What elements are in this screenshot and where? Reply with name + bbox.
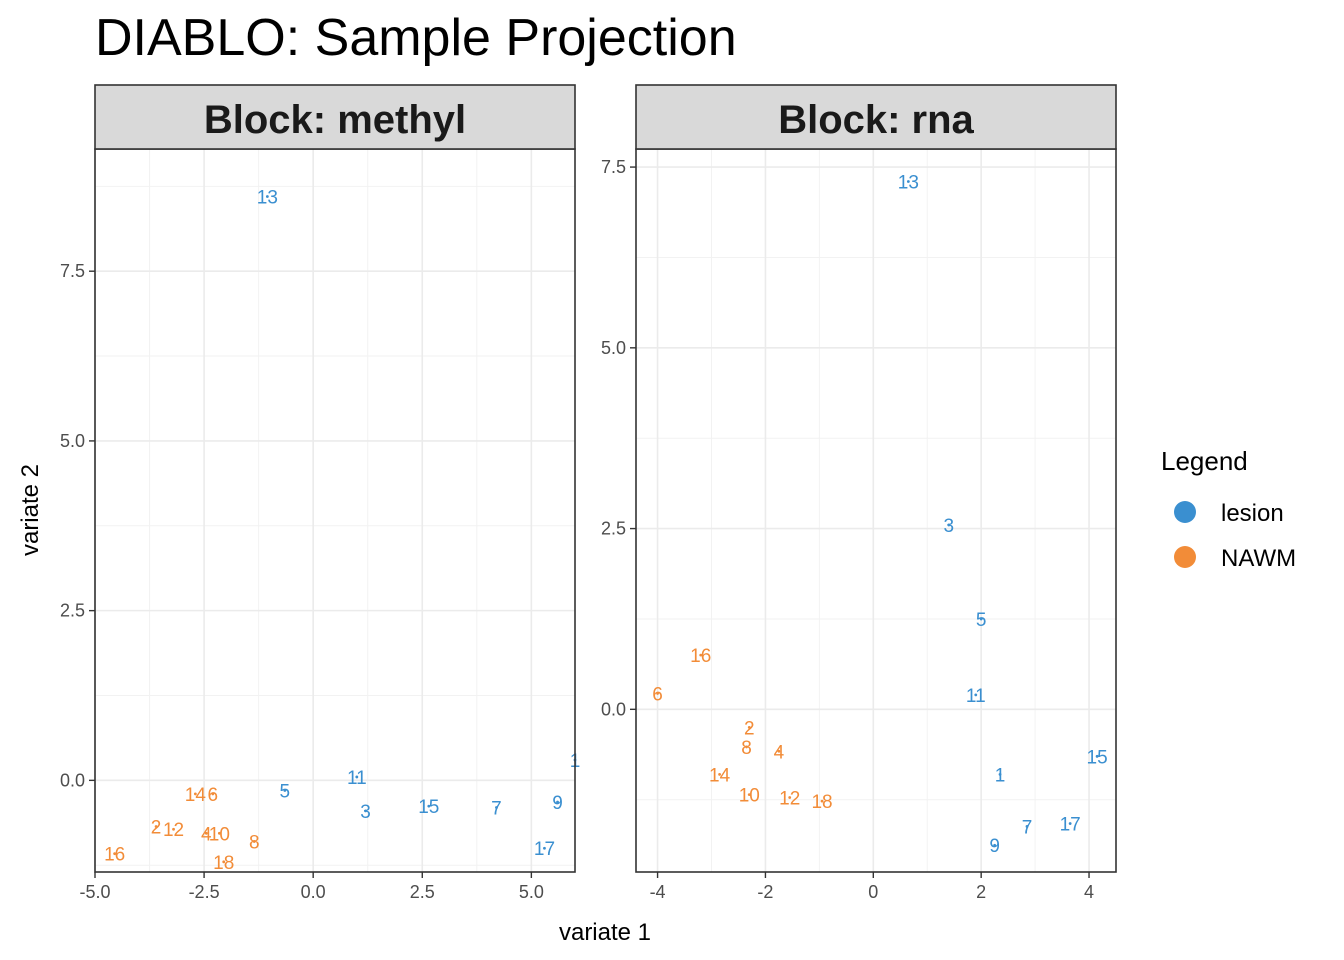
point-label: 18 — [213, 853, 234, 874]
point-label: 16 — [104, 845, 125, 866]
x-tick-label: -2 — [757, 882, 773, 902]
point-label: 15 — [418, 797, 439, 818]
x-tick-label: 2.5 — [410, 882, 435, 902]
x-tick-label: 4 — [1084, 882, 1094, 902]
point-label: 7 — [491, 799, 502, 820]
point-label: 1 — [995, 765, 1006, 786]
point-label: 5 — [280, 782, 291, 803]
x-tick-label: -4 — [650, 882, 666, 902]
legend-label: NAWM — [1221, 545, 1296, 572]
point-label: 14 — [185, 785, 207, 806]
point-label: 13 — [898, 173, 919, 194]
point-label: 5 — [976, 610, 987, 631]
point-label: 7 — [1022, 817, 1033, 838]
point-label: 17 — [1060, 815, 1081, 836]
x-tick-label: -2.5 — [189, 882, 220, 902]
y-tick-label: 2.5 — [60, 601, 85, 621]
point-label: 12 — [163, 820, 184, 841]
y-axis-title: variate 2 — [17, 464, 44, 556]
point-label: 6 — [652, 684, 663, 705]
point-label: 17 — [534, 839, 555, 860]
facet-strip-label: Block: rna — [778, 98, 974, 142]
point-label: 11 — [347, 768, 367, 789]
y-tick-label: 0.0 — [60, 770, 85, 790]
point-label: 11 — [966, 686, 986, 707]
x-axis-title: variate 1 — [559, 919, 651, 946]
point-label: 18 — [811, 792, 832, 813]
point-label: 12 — [779, 789, 800, 810]
point-label: 10 — [739, 786, 760, 807]
point-label: 9 — [989, 836, 1000, 857]
legend-title: Legend — [1161, 446, 1248, 476]
x-tick-label: 2 — [976, 882, 986, 902]
x-tick-label: 0 — [868, 882, 878, 902]
legend-label: lesion — [1221, 500, 1284, 527]
point-label: 4 — [774, 742, 785, 763]
point-label: 9 — [552, 793, 563, 814]
point-label: 15 — [1087, 747, 1108, 768]
point-label: 13 — [257, 188, 278, 209]
plot-background — [95, 149, 575, 872]
point-label: 3 — [360, 802, 371, 823]
x-tick-label: -5.0 — [79, 882, 110, 902]
facet-strip-label: Block: methyl — [204, 98, 466, 142]
point-label: 2 — [151, 818, 162, 839]
legend-key — [1174, 546, 1196, 568]
legend-key — [1174, 501, 1196, 523]
point-label: 10 — [209, 824, 230, 845]
legend: Legend lesion NAWM — [1161, 446, 1296, 572]
point-label: 8 — [741, 738, 752, 759]
x-tick-label: 0.0 — [301, 882, 326, 902]
point-label: 2 — [744, 718, 755, 739]
point-label: 16 — [690, 646, 711, 667]
y-tick-label: 0.0 — [601, 699, 626, 719]
point-label: 6 — [208, 785, 219, 806]
y-tick-label: 2.5 — [601, 519, 626, 539]
x-tick-label: 5.0 — [519, 882, 544, 902]
point-label: 14 — [709, 765, 731, 786]
y-tick-label: 5.0 — [60, 431, 85, 451]
point-label: 3 — [944, 516, 955, 537]
y-tick-label: 5.0 — [601, 338, 626, 358]
y-tick-label: 7.5 — [601, 157, 626, 177]
point-label: 8 — [249, 832, 260, 853]
y-tick-label: 7.5 — [60, 261, 85, 281]
